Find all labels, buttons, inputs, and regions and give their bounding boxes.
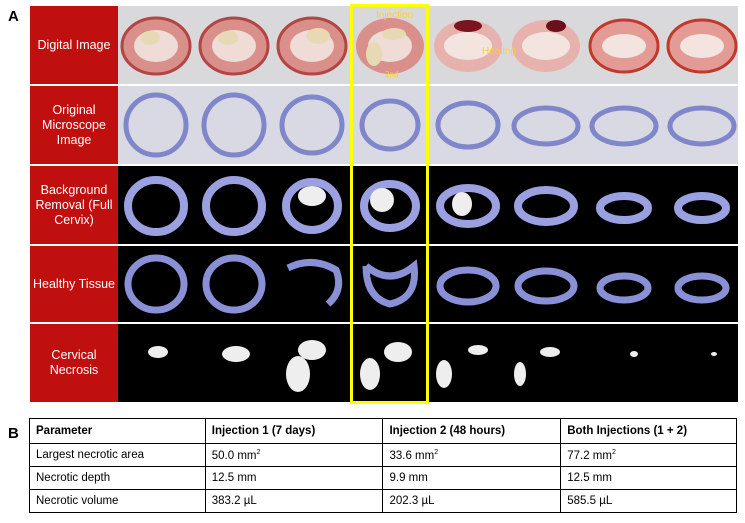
- value-cell: 383.2 µL: [204, 489, 384, 513]
- specimen-photo: [356, 18, 424, 74]
- full-cervix-mask: [360, 180, 420, 232]
- background-removal-row: [124, 176, 730, 236]
- header-parameter: Parameter: [29, 418, 206, 444]
- value-cell: 9.9 mm: [382, 466, 562, 490]
- healthy-tissue-mask: [596, 272, 652, 304]
- panel-b-label: B: [8, 425, 19, 442]
- header-injection-1: Injection 1 (7 days): [204, 418, 384, 444]
- full-cervix-mask: [514, 186, 578, 226]
- necrosis-mask: [286, 356, 310, 392]
- value-cell: 77.2 mm2: [560, 443, 737, 467]
- healthy-tissue-mask: [202, 254, 266, 314]
- necrosis-mask: [148, 346, 168, 358]
- microscope-section: [589, 105, 659, 147]
- table-row: Largest necrotic area 50.0 mm2 33.6 mm2 …: [29, 443, 737, 467]
- necrosis-parameters-table: Parameter Injection 1 (7 days) Injection…: [29, 418, 737, 513]
- full-cervix-mask: [282, 178, 342, 234]
- necrotic-region: [298, 186, 326, 206]
- cervical-necrosis-row: [148, 340, 717, 392]
- microscope-section: [279, 94, 345, 156]
- necrosis-mask: [514, 362, 526, 386]
- healthy-tissue-mask: [674, 272, 730, 304]
- specimen-photo: [276, 16, 348, 76]
- microscope-section: [201, 92, 267, 158]
- healing-annotation: Healing: [482, 46, 516, 57]
- microscope-section: [359, 98, 421, 152]
- specimen-photo: [434, 20, 502, 72]
- full-cervix-mask: [596, 192, 652, 224]
- specimen-photo: [198, 16, 270, 76]
- second-injection-annotation: 2nd: [385, 70, 399, 79]
- necrosis-mask: [222, 346, 250, 362]
- value-cell: 202.3 µL: [382, 489, 562, 513]
- value-cell: 50.0 mm2: [204, 443, 384, 467]
- full-cervix-mask: [202, 176, 266, 236]
- healthy-tissue-mask: [124, 254, 188, 314]
- necrosis-mask: [468, 345, 488, 355]
- injection-highlight-box: [350, 4, 429, 404]
- full-cervix-mask: [124, 176, 188, 236]
- table-row: Necrotic depth 12.5 mm 9.9 mm 12.5 mm: [29, 466, 737, 490]
- row-label-healthy-tissue: Healthy Tissue: [30, 246, 118, 322]
- necrosis-mask: [298, 340, 326, 360]
- table-header-row: Parameter Injection 1 (7 days) Injection…: [29, 418, 737, 444]
- necrosis-mask: [384, 342, 412, 362]
- healthy-tissue-mask: [436, 266, 500, 306]
- injection-annotation: Injection: [376, 10, 414, 21]
- necrotic-region: [452, 192, 472, 216]
- microscope-image-row: [123, 92, 737, 158]
- healthy-tissue-mask: [514, 267, 578, 305]
- header-both-injections: Both Injections (1 + 2): [560, 418, 737, 444]
- param-cell: Largest necrotic area: [29, 443, 206, 467]
- necrosis-mask: [360, 358, 380, 390]
- healthy-tissue-row: [124, 254, 730, 314]
- necrosis-mask: [436, 360, 452, 388]
- full-cervix-mask: [674, 192, 730, 224]
- value-cell: 585.5 µL: [560, 489, 737, 513]
- full-cervix-mask: [436, 184, 500, 228]
- value-cell: 12.5 mm: [204, 466, 384, 490]
- value-cell: 12.5 mm: [560, 466, 737, 490]
- value-cell: 33.6 mm2: [382, 443, 562, 467]
- microscope-section: [667, 105, 737, 147]
- digital-image-row: [120, 16, 738, 76]
- specimen-photo: [512, 20, 580, 72]
- param-cell: Necrotic depth: [29, 466, 206, 490]
- necrosis-mask: [540, 347, 560, 357]
- specimen-photo: [666, 18, 738, 74]
- specimen-photo: [120, 16, 192, 76]
- healthy-tissue-mask: [362, 259, 418, 308]
- row-label-microscope-image: Original Microscope Image: [30, 86, 118, 164]
- header-injection-2: Injection 2 (48 hours): [382, 418, 562, 444]
- microscope-section: [511, 105, 581, 147]
- row-label-background-removal: Background Removal (Full Cervix): [30, 166, 118, 244]
- microscope-section: [123, 92, 189, 158]
- param-cell: Necrotic volume: [29, 489, 206, 513]
- necrotic-region: [370, 188, 394, 212]
- row-label-cervical-necrosis: Cervical Necrosis: [30, 324, 118, 402]
- panel-a-label: A: [8, 8, 19, 25]
- microscope-section: [435, 100, 501, 150]
- necrosis-mask: [630, 351, 638, 357]
- necrosis-mask: [711, 352, 717, 356]
- specimen-photo: [588, 18, 660, 74]
- table-row: Necrotic volume 383.2 µL 202.3 µL 585.5 …: [29, 489, 737, 513]
- healthy-tissue-mask: [286, 259, 343, 307]
- row-label-digital-image: Digital Image: [30, 6, 118, 84]
